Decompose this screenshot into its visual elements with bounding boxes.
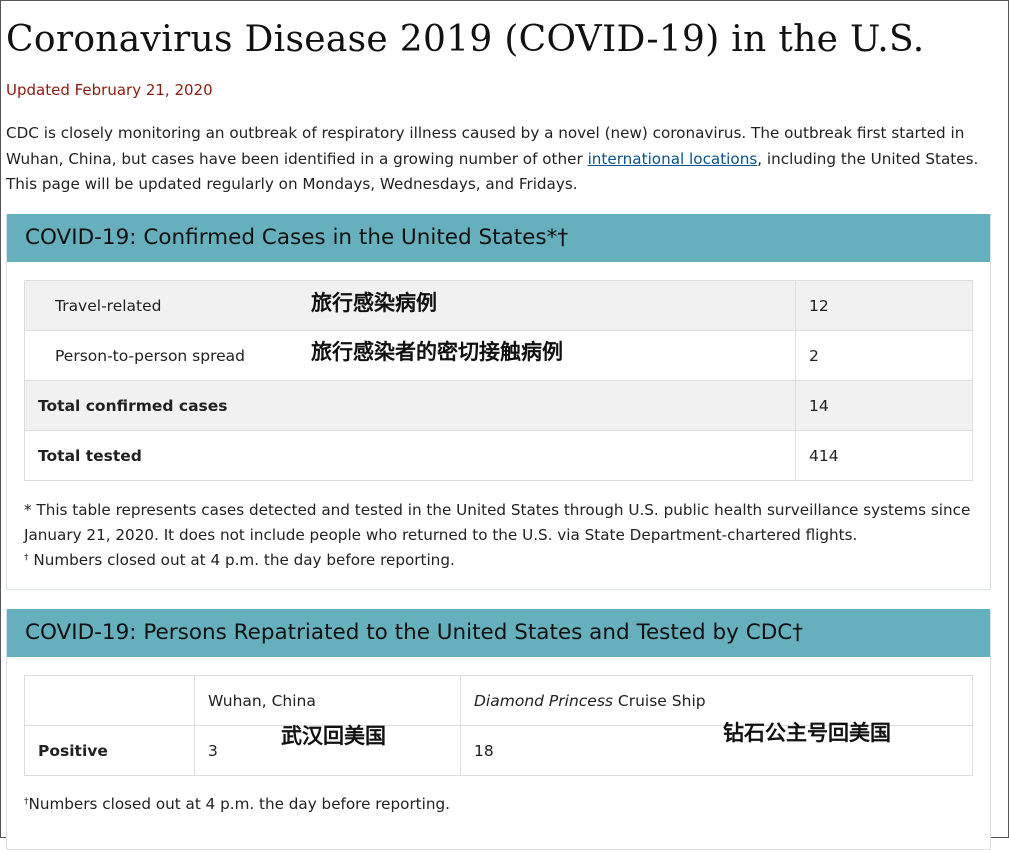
value-wuhan: 3 bbox=[194, 725, 461, 776]
repatriated-card: COVID-19: Persons Repatriated to the Uni… bbox=[6, 609, 991, 850]
table-row: Positive 3 18 bbox=[24, 725, 973, 776]
intro-text-2: , including the United States. This page… bbox=[6, 149, 979, 194]
row-label-positive: Positive bbox=[24, 725, 195, 776]
ship-suffix: Cruise Ship bbox=[612, 691, 706, 710]
repatriated-footnote-text: Numbers closed out at 4 p.m. the day bef… bbox=[28, 795, 450, 813]
col-header-diamond-princess: Diamond Princess Cruise Ship bbox=[460, 675, 973, 726]
footnote-asterisk: * This table represents cases detected a… bbox=[24, 501, 971, 544]
ship-name: Diamond Princess bbox=[474, 691, 613, 710]
footnote-dagger-text: Numbers closed out at 4 p.m. the day bef… bbox=[33, 551, 455, 569]
intro-paragraph: CDC is closely monitoring an outbreak of… bbox=[6, 121, 991, 198]
annotation-wuhan: 武汉回美国 bbox=[281, 724, 386, 748]
annotation-diamond-princess: 钻石公主号回美国 bbox=[723, 721, 891, 745]
row-value-total-tested: 414 bbox=[795, 430, 973, 481]
row-label-total-confirmed: Total confirmed cases bbox=[24, 380, 796, 431]
international-locations-link[interactable]: international locations bbox=[587, 149, 758, 168]
value-diamond-princess: 18 bbox=[460, 725, 973, 776]
updated-date: Updated February 21, 2020 bbox=[6, 81, 213, 99]
row-value-person-to-person: 2 bbox=[795, 330, 973, 381]
col-header-wuhan: Wuhan, China bbox=[194, 675, 461, 726]
table-row: Total tested 414 bbox=[24, 430, 973, 481]
table-row: Wuhan, China Diamond Princess Cruise Shi… bbox=[24, 675, 973, 726]
empty-header-cell bbox=[24, 675, 195, 726]
table-row: Travel-related 12 bbox=[24, 280, 973, 331]
confirmed-footnote: * This table represents cases detected a… bbox=[24, 498, 974, 573]
annotation-travel-related: 旅行感染病例 bbox=[311, 291, 437, 315]
confirmed-cases-table: Travel-related 12 Person-to-person sprea… bbox=[24, 280, 973, 481]
repatriated-footnote: †Numbers closed out at 4 p.m. the day be… bbox=[24, 792, 450, 817]
footnote-dagger: † Numbers closed out at 4 p.m. the day b… bbox=[24, 548, 974, 573]
confirmed-cases-card: COVID-19: Confirmed Cases in the United … bbox=[6, 214, 991, 590]
intro-text-1: CDC is closely monitoring an outbreak of… bbox=[6, 124, 965, 168]
annotation-person-to-person: 旅行感染者的密切接触病例 bbox=[311, 340, 563, 364]
confirmed-cases-heading: COVID-19: Confirmed Cases in the United … bbox=[7, 214, 990, 262]
repatriated-heading: COVID-19: Persons Repatriated to the Uni… bbox=[7, 609, 990, 657]
col-header-wuhan-text: Wuhan, China bbox=[208, 691, 316, 710]
dagger-mark: † bbox=[24, 553, 29, 563]
row-value-total-confirmed: 14 bbox=[795, 380, 973, 431]
page-title: Coronavirus Disease 2019 (COVID-19) in t… bbox=[6, 19, 925, 60]
row-label-travel-related: Travel-related bbox=[24, 280, 796, 331]
dagger-mark: † bbox=[24, 797, 29, 807]
row-value-travel-related: 12 bbox=[795, 280, 973, 331]
table-row: Total confirmed cases 14 bbox=[24, 380, 973, 431]
repatriated-table: Wuhan, China Diamond Princess Cruise Shi… bbox=[24, 675, 973, 776]
row-label-total-tested: Total tested bbox=[24, 430, 796, 481]
